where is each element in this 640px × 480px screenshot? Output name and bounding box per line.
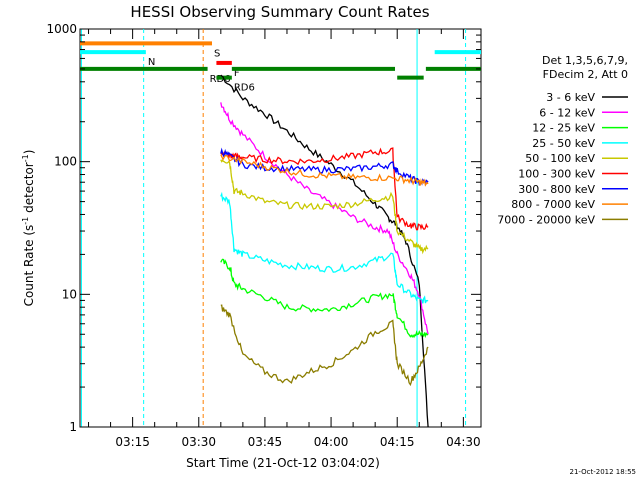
legend-item-label: 6 - 12 keV	[539, 106, 595, 119]
legend: Det 1,3,5,6,7,9, FDecim 2, Att 0 3 - 6 k…	[497, 54, 628, 226]
series-line	[220, 147, 429, 187]
legend-item-label: 25 - 50 keV	[532, 137, 595, 150]
y-tick-label: 100	[54, 155, 77, 169]
y-tick-label: 1000	[46, 22, 77, 36]
y-axis-title: Count Rate (s-1 detector-1)	[21, 150, 36, 307]
plot-area: SNFRD6RD6	[79, 28, 482, 428]
timestamp: 21-Oct-2012 18:55	[570, 468, 636, 476]
series-line	[220, 154, 429, 187]
legend-item-label: 12 - 25 keV	[532, 122, 595, 135]
legend-item-label: 50 - 100 keV	[525, 152, 595, 165]
x-tick-label: 04:15	[380, 435, 415, 449]
legend-item-label: 100 - 300 keV	[518, 168, 595, 181]
series-line	[220, 147, 429, 231]
series-line	[220, 191, 429, 304]
series-line	[220, 159, 429, 255]
x-tick-label: 03:15	[115, 435, 150, 449]
series-line	[220, 258, 429, 339]
plot-frame	[79, 28, 482, 428]
x-tick-label: 04:30	[446, 435, 481, 449]
flag-label: RD6	[234, 83, 255, 94]
x-axis-ticks: 03:15 03:30 03:45 04:00 04:15 04:30	[88, 29, 481, 449]
x-tick-label: 03:45	[248, 435, 283, 449]
chart-title: HESSI Observing Summary Count Rates	[130, 3, 429, 21]
series-line	[220, 304, 429, 387]
y-tick-label: 10	[62, 287, 77, 301]
series-line	[220, 74, 429, 428]
legend-header-1: Det 1,3,5,6,7,9,	[542, 54, 628, 67]
legend-item-label: 3 - 6 keV	[546, 91, 595, 104]
y-tick-label: 1	[69, 420, 77, 434]
legend-item-label: 800 - 7000 keV	[511, 198, 595, 211]
flag-label: F	[234, 68, 240, 79]
legend-header-2: FDecim 2, Att 0	[543, 68, 628, 81]
flag-label: N	[148, 57, 155, 68]
flag-label: S	[214, 48, 220, 59]
x-tick-label: 03:30	[181, 435, 216, 449]
x-axis-title: Start Time (21-Oct-12 03:04:02)	[186, 456, 380, 470]
legend-item-label: 7000 - 20000 keV	[497, 213, 595, 226]
vertical-markers	[80, 29, 467, 427]
series-line	[220, 102, 429, 335]
status-flags: SNFRD6RD6	[80, 41, 481, 94]
legend-item-label: 300 - 800 keV	[518, 183, 595, 196]
x-tick-label: 04:00	[314, 435, 349, 449]
series-lines	[220, 74, 429, 428]
y-axis-ticks: 1 10 100 1000	[46, 22, 481, 434]
